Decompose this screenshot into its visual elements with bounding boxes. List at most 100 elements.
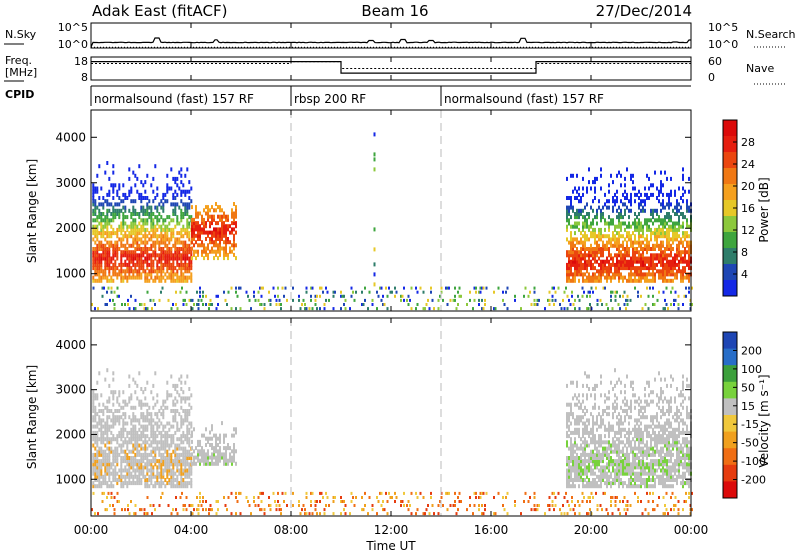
heat-cell — [104, 449, 107, 454]
heat-cell — [602, 421, 604, 426]
heat-cell — [235, 290, 237, 294]
heat-cell — [674, 205, 676, 210]
heat-cell — [178, 446, 181, 451]
heat-cell — [174, 484, 177, 489]
heat-cell — [104, 256, 107, 261]
heat-cell — [154, 243, 157, 248]
heat-cell — [142, 446, 145, 451]
heat-cell — [628, 468, 630, 473]
noise-right-tick-bottom: 10^0 — [708, 38, 738, 51]
heat-cell — [154, 215, 157, 220]
heat-cell — [602, 262, 604, 267]
heat-cell — [128, 189, 131, 194]
heat-cell — [628, 471, 630, 476]
heat-cell — [636, 247, 638, 251]
heat-cell — [150, 259, 153, 264]
heat-cell — [104, 437, 107, 442]
heat-cell — [640, 415, 642, 420]
heat-cell — [672, 262, 674, 267]
heat-cell — [138, 462, 141, 467]
heat-cell — [566, 415, 568, 420]
heat-cell — [596, 415, 598, 420]
heat-cell — [140, 437, 143, 442]
heat-cell — [98, 446, 101, 451]
heat-cell — [586, 374, 588, 379]
heat-cell — [227, 224, 229, 229]
heat-cell — [662, 243, 664, 248]
heat-cell — [162, 253, 165, 258]
heat-cell — [178, 256, 181, 261]
heat-cell — [142, 424, 145, 429]
heat-cell — [144, 231, 147, 236]
heat-cell — [186, 278, 189, 283]
heat-cell — [349, 307, 351, 311]
heat-cell — [172, 402, 175, 407]
heat-cell — [152, 424, 155, 429]
heat-cell — [94, 224, 97, 229]
heat-cell — [685, 294, 687, 298]
heat-cell — [590, 484, 592, 489]
heat-cell — [158, 465, 161, 470]
heat-cell — [656, 237, 658, 242]
heat-cell — [154, 449, 157, 454]
heat-cell — [172, 278, 175, 283]
heat-cell — [118, 227, 121, 232]
heat-cell — [616, 262, 618, 267]
heat-cell — [106, 430, 109, 435]
heat-cell — [677, 294, 680, 298]
heat-cell — [584, 218, 586, 223]
heat-cell — [568, 462, 570, 467]
heat-cell — [340, 294, 342, 298]
heat-cell — [161, 286, 164, 290]
heat-cell — [184, 474, 187, 479]
heat-cell — [92, 183, 95, 188]
heat-cell — [678, 240, 680, 245]
heat-cell — [676, 405, 678, 410]
heat-cell — [590, 456, 592, 460]
heat-cell — [146, 266, 149, 271]
heat-cell — [688, 272, 690, 277]
heat-cell — [658, 224, 660, 229]
heat-cell — [158, 243, 161, 248]
heat-cell — [114, 253, 117, 258]
heat-cell — [642, 415, 644, 420]
heat-cell — [668, 443, 670, 448]
heat-cell — [430, 290, 432, 294]
heat-cell — [94, 468, 97, 473]
heat-cell — [162, 205, 165, 210]
heat-cell — [172, 256, 175, 261]
heat-cell — [184, 418, 187, 423]
heat-cell — [582, 399, 584, 404]
heat-cell — [176, 481, 179, 486]
heat-cell — [174, 452, 177, 457]
heat-cell — [618, 218, 620, 223]
heat-cell — [110, 218, 113, 223]
heat-cell — [586, 253, 588, 258]
heat-cell — [634, 266, 636, 271]
heat-cell — [668, 421, 670, 426]
heat-cell — [94, 446, 97, 451]
heat-cell — [128, 440, 131, 445]
heat-cell — [100, 449, 103, 454]
heat-cell — [574, 471, 576, 476]
heat-cell — [188, 221, 191, 226]
heat-cell — [682, 478, 684, 482]
heat-cell — [344, 298, 347, 302]
heat-cell — [616, 173, 618, 178]
heat-cell — [186, 471, 189, 476]
heat-cell — [373, 262, 376, 267]
heat-cell — [170, 484, 173, 489]
heat-cell — [680, 259, 682, 264]
heat-cell — [253, 290, 255, 294]
heat-cell — [658, 437, 660, 442]
heat-cell — [136, 468, 139, 473]
heat-cell — [612, 221, 614, 226]
heat-cell — [606, 205, 608, 210]
heat-cell — [184, 269, 187, 274]
heat-cell — [247, 294, 249, 298]
heat-cell — [94, 405, 97, 410]
cpid-label: CPID — [5, 88, 34, 101]
heat-cell — [148, 205, 151, 210]
heat-cell — [646, 424, 648, 429]
heat-cell — [133, 307, 135, 311]
